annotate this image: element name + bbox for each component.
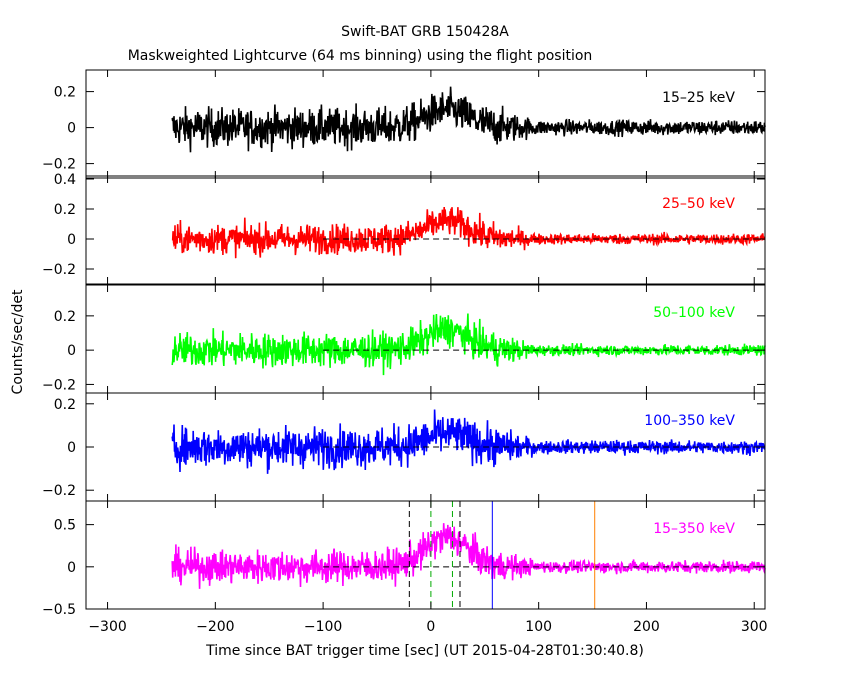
panel-5: −0.5 0 0.5 15–350 keV bbox=[42, 500, 766, 618]
y-tick-label-4-1: −0.2 bbox=[42, 483, 76, 499]
x-tick-label-3: −100 bbox=[304, 619, 342, 635]
panel-label-5: 15–350 keV bbox=[653, 521, 735, 537]
panel-label-1: 15–25 keV bbox=[662, 90, 735, 106]
series-line-1 bbox=[171, 86, 766, 153]
y-tick-label-1-2: 0 bbox=[67, 121, 76, 137]
y-tick-label-3-2: 0 bbox=[67, 343, 76, 359]
y-tick-label-1-3: 0.2 bbox=[54, 85, 76, 101]
series-line-2 bbox=[171, 206, 766, 259]
panel-frame-5 bbox=[85, 500, 766, 610]
y-axis-label: Counts/sec/det bbox=[10, 289, 26, 394]
x-tick-label-5: 100 bbox=[525, 619, 552, 635]
panel-label-4: 100–350 keV bbox=[644, 413, 735, 429]
panel-frame-1 bbox=[85, 69, 766, 179]
panels-group: −0.200.2 15–25 keV−0.200.20.425–50 keV−0.… bbox=[42, 69, 768, 635]
y-tick-label-1-1: −0.2 bbox=[42, 157, 76, 173]
y-tick-label-3-1: −0.2 bbox=[42, 377, 76, 393]
series-line-5 bbox=[171, 523, 766, 589]
y-tick-label-3-3: 0.2 bbox=[54, 309, 76, 325]
panel-4: −0.2 0 0.2 100–350 keV bbox=[42, 392, 766, 502]
series-line-3 bbox=[171, 313, 766, 376]
y-tick-label-2-1: −0.2 bbox=[42, 262, 76, 278]
y-tick-label-2-4: 0.4 bbox=[54, 172, 76, 188]
panel-3: −0.2 0 0.2 50–100 keV bbox=[42, 284, 766, 394]
panel-label-3: 50–100 keV bbox=[653, 305, 735, 321]
x-tick-label-6: 200 bbox=[633, 619, 660, 635]
chart-title: Swift-BAT GRB 150428A bbox=[341, 24, 509, 40]
x-tick-label-1: −300 bbox=[88, 619, 126, 635]
chart-subtitle: Maskweighted Lightcurve (64 ms binning) … bbox=[128, 48, 593, 64]
series-line-4 bbox=[171, 409, 766, 474]
x-tick-label-7: 300 bbox=[741, 619, 768, 635]
panel-1: −0.2 0 0.2 15–25 keV bbox=[42, 69, 766, 179]
y-tick-label-5-3: 0.5 bbox=[54, 518, 76, 534]
y-tick-label-4-2: 0 bbox=[67, 440, 76, 456]
panel-label-2: 25–50 keV bbox=[662, 196, 735, 212]
x-axis-label: Time since BAT trigger time [sec] (UT 20… bbox=[205, 643, 644, 659]
y-tick-label-2-2: 0 bbox=[67, 232, 76, 248]
y-tick-label-4-3: 0.2 bbox=[54, 397, 76, 413]
x-tick-label-4: 0 bbox=[426, 619, 435, 635]
x-tick-label-2: −200 bbox=[196, 619, 234, 635]
y-tick-label-2-3: 0.2 bbox=[54, 202, 76, 218]
y-tick-label-5-2: 0 bbox=[67, 560, 76, 576]
y-tick-label-5-1: −0.5 bbox=[42, 602, 76, 618]
panel-2: −0.2 0 0.2 0.4 25–50 keV bbox=[42, 172, 766, 285]
panel-frame-2 bbox=[85, 175, 766, 285]
